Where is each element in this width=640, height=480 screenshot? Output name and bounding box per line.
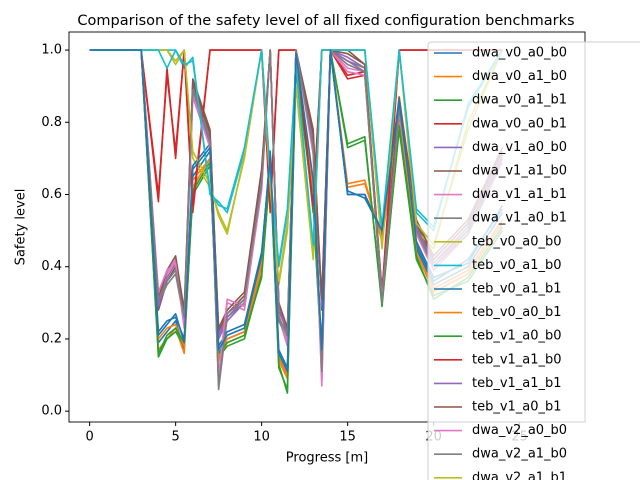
x-axis-label: Progress [m]: [286, 451, 368, 466]
series-line: [89, 49, 504, 264]
y-tick-label: 0.2: [41, 331, 62, 346]
legend-label: teb_v0_a0_b1: [472, 305, 562, 320]
legend-label: dwa_v2_a1_b0: [472, 447, 567, 462]
legend-label: teb_v1_a0_b1: [472, 400, 562, 415]
legend-label: dwa_v1_a0_b0: [472, 140, 567, 155]
legend-label: dwa_v2_a1_b1: [472, 470, 567, 480]
legend-label: dwa_v1_a0_b1: [472, 211, 567, 226]
series-line: [89, 49, 504, 373]
legend-label: dwa_v0_a0_b1: [472, 116, 567, 131]
legend-label: dwa_v0_a0_b0: [472, 46, 567, 61]
legend-label: dwa_v0_a1_b0: [472, 69, 567, 84]
legend-label: teb_v1_a1_b1: [472, 376, 562, 391]
x-tick-label: 0: [85, 430, 93, 445]
x-tick-label: 5: [171, 430, 179, 445]
series-line: [89, 49, 504, 387]
legend-label: teb_v1_a1_b0: [472, 352, 562, 367]
legend-label: teb_v0_a1_b1: [472, 282, 562, 297]
y-tick-label: 0.6: [41, 187, 62, 202]
legend-label: dwa_v1_a1_b0: [472, 164, 567, 179]
chart-title: Comparison of the safety level of all fi…: [77, 13, 574, 29]
series-line: [89, 49, 503, 293]
x-tick-label: 15: [339, 430, 356, 445]
series-line: [89, 49, 504, 394]
y-tick-label: 0.8: [41, 115, 62, 130]
legend-label: teb_v1_a0_b0: [472, 329, 562, 344]
legend-box: [427, 41, 640, 480]
y-tick-label: 0.4: [41, 259, 62, 274]
legend-label: dwa_v1_a1_b1: [472, 187, 567, 202]
y-axis-label: Safety level: [14, 189, 29, 266]
legend-label: teb_v0_a0_b0: [472, 234, 562, 249]
y-tick-label: 1.0: [41, 43, 62, 58]
legend-label: teb_v0_a1_b0: [472, 258, 562, 273]
x-tick-label: 10: [253, 430, 270, 445]
legend-label: dwa_v0_a1_b1: [472, 93, 567, 108]
y-tick-label: 0.0: [41, 404, 62, 419]
legend-label: dwa_v2_a0_b0: [472, 423, 567, 438]
